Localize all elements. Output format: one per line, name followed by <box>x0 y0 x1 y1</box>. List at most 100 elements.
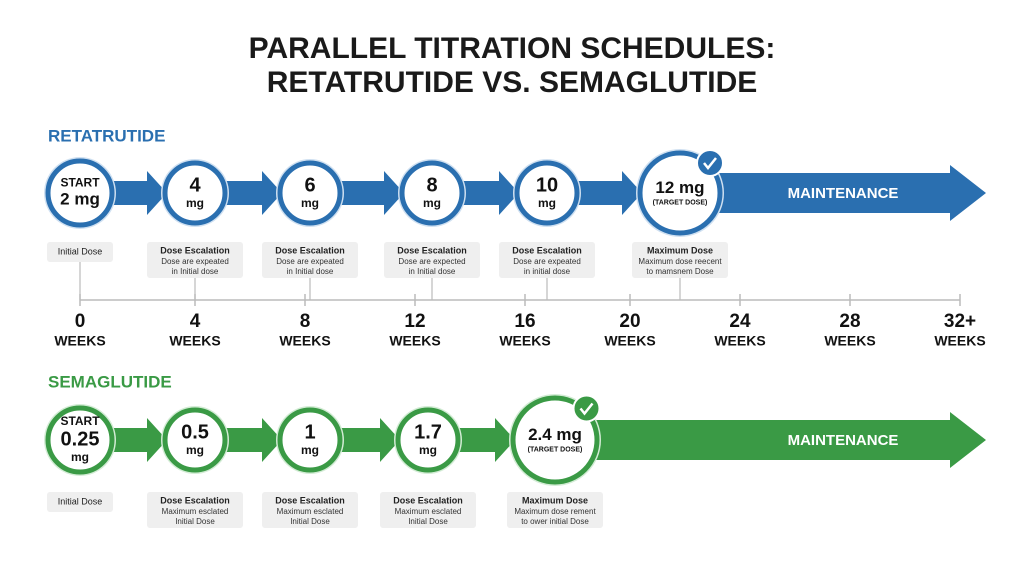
step-arrow <box>573 171 642 215</box>
step-dose: START <box>60 414 100 428</box>
note-title: Initial Dose <box>58 246 103 256</box>
step-dose: mg <box>301 196 319 210</box>
note-title: Dose Escalation <box>512 245 582 255</box>
note-title: Dose Escalation <box>393 495 463 505</box>
note-line: to ower initial Dose <box>521 517 589 526</box>
note-box <box>147 492 243 528</box>
check-mark <box>703 157 717 171</box>
step-circle <box>162 160 228 226</box>
note-title: Dose Escalation <box>275 495 345 505</box>
week-number: 4 <box>190 311 201 332</box>
week-unit: WEEKS <box>279 333 330 349</box>
step-dose: 8 <box>426 174 437 196</box>
step-arrow <box>458 171 519 215</box>
step-arrow <box>454 418 515 462</box>
week-number: 16 <box>514 311 535 332</box>
step-dose: mg <box>538 196 556 210</box>
note-line: Initial Dose <box>408 517 448 526</box>
week-number: 24 <box>729 311 751 332</box>
step-dose: 10 <box>536 174 558 196</box>
note-title: Maximum Dose <box>647 245 713 255</box>
note-box <box>262 242 358 278</box>
note-box <box>47 492 113 512</box>
step-dose: mg <box>186 443 204 457</box>
step-dose: mg <box>301 443 319 457</box>
note-box <box>47 242 113 262</box>
check-badge <box>696 149 724 177</box>
week-unit: WEEKS <box>714 333 765 349</box>
note-box <box>632 242 728 278</box>
step-circle <box>514 160 580 226</box>
note-line: Dose are expeated <box>161 257 229 266</box>
note-line: to mamsnem Dose <box>646 267 714 276</box>
note-line: Dose are expeated <box>513 257 581 266</box>
note-line: in Initial dose <box>409 267 456 276</box>
maintenance-label: MAINTENANCE <box>788 185 899 202</box>
note-line: Maximum esclated <box>162 507 229 516</box>
week-unit: WEEKS <box>824 333 875 349</box>
step-circle <box>510 395 600 485</box>
step-arrow <box>336 171 404 215</box>
note-line: Maximum esclated <box>395 507 462 516</box>
step-dose: 0.5 <box>181 421 209 443</box>
step-dose: 2.4 mg <box>528 425 582 444</box>
note-line: in Initial dose <box>287 267 334 276</box>
note-line: Dose are expeated <box>276 257 344 266</box>
week-unit: WEEKS <box>604 333 655 349</box>
step-circle <box>637 150 723 236</box>
note-line: Maximum dose reecent <box>638 257 722 266</box>
week-number: 8 <box>300 311 311 332</box>
step-circle <box>277 407 343 473</box>
step-dose: 0.25 <box>61 428 100 450</box>
step-arrow <box>221 418 282 462</box>
step-circle <box>395 407 461 473</box>
note-box <box>147 242 243 278</box>
step-dose: 12 mg <box>655 178 704 197</box>
step-dose: 2 mg <box>60 189 100 208</box>
note-line: Maximum dose rement <box>514 507 596 516</box>
step-circle <box>45 405 115 475</box>
note-line: Initial Dose <box>290 517 330 526</box>
note-title: Dose Escalation <box>275 245 345 255</box>
step-dose: mg <box>419 443 437 457</box>
week-unit: WEEKS <box>389 333 440 349</box>
week-unit: WEEKS <box>934 333 985 349</box>
step-arrow <box>336 418 400 462</box>
note-line: Dose are expected <box>398 257 465 266</box>
note-title: Dose Escalation <box>160 495 230 505</box>
step-dose: mg <box>186 196 204 210</box>
note-line: Initial Dose <box>175 517 215 526</box>
check-mark <box>579 402 594 416</box>
week-number: 20 <box>619 311 640 332</box>
step-dose: 6 <box>304 174 315 196</box>
note-title: Maximum Dose <box>522 495 588 505</box>
schedule-name: RETATRUTIDE <box>48 126 165 145</box>
week-unit: WEEKS <box>499 333 550 349</box>
step-arrow <box>108 418 167 462</box>
maintenance-arrow <box>591 412 986 468</box>
step-dose: START <box>60 176 100 190</box>
note-box <box>507 492 603 528</box>
week-number: 28 <box>839 311 860 332</box>
week-number: 0 <box>75 311 86 332</box>
step-dose: mg <box>423 196 441 210</box>
note-line: in Initial dose <box>172 267 219 276</box>
title-line: PARALLEL TITRATION SCHEDULES: <box>249 32 776 65</box>
note-box <box>384 242 480 278</box>
step-circle <box>399 160 465 226</box>
maintenance-label: MAINTENANCE <box>788 432 899 449</box>
step-circle <box>45 158 115 228</box>
note-box <box>262 492 358 528</box>
step-arrow <box>108 171 167 215</box>
title-line: RETATRUTIDE VS. SEMAGLUTIDE <box>267 66 758 99</box>
week-unit: WEEKS <box>54 333 105 349</box>
step-circle <box>162 407 228 473</box>
step-arrow <box>221 171 282 215</box>
step-dose: (TARGET DOSE) <box>528 446 583 453</box>
week-number: 32+ <box>944 311 976 332</box>
maintenance-arrow <box>714 165 986 221</box>
step-dose: mg <box>71 450 89 464</box>
